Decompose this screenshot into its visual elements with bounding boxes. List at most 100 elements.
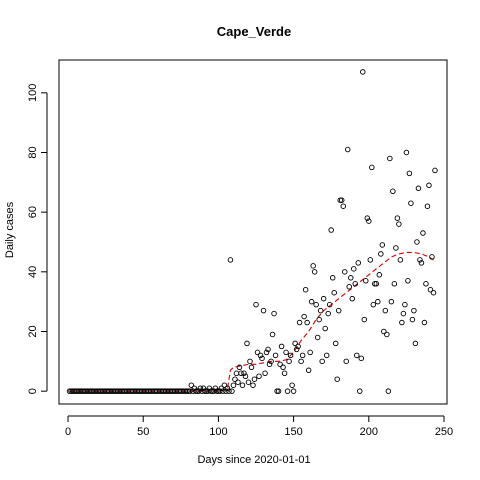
y-tick-label: 60 (27, 206, 39, 218)
x-tick-label: 150 (284, 426, 302, 438)
x-tick-label: 0 (65, 426, 71, 438)
data-point (221, 382, 228, 388)
data-point (275, 388, 282, 394)
data-point (400, 310, 407, 317)
data-point (284, 388, 291, 394)
data-point (307, 349, 313, 356)
data-point (403, 149, 410, 156)
data-point (262, 370, 268, 377)
data-point (227, 257, 234, 263)
data-point (364, 215, 371, 221)
data-point (248, 364, 255, 371)
data-point (378, 251, 384, 257)
x-axis-label: Days since 2020-01-01 (197, 454, 310, 466)
data-point (229, 388, 235, 394)
data-point (292, 340, 298, 347)
data-point (256, 373, 262, 380)
data-point (319, 358, 325, 365)
data-point (382, 307, 389, 314)
data-point (360, 69, 366, 75)
data-point (266, 361, 273, 368)
data-point (348, 275, 354, 281)
data-point (393, 245, 399, 251)
data-point (259, 355, 265, 362)
data-point (245, 379, 252, 385)
data-point (406, 170, 413, 177)
data-point (269, 331, 276, 338)
data-point (335, 307, 342, 314)
data-point (385, 388, 392, 394)
data-point (239, 382, 246, 388)
data-point (361, 316, 368, 323)
data-point (305, 367, 312, 374)
data-point (349, 295, 356, 302)
trend-line (69, 251, 434, 392)
data-point (381, 328, 387, 335)
data-point (352, 281, 359, 287)
data-point (310, 263, 316, 269)
data-point (405, 278, 411, 284)
data-point (230, 382, 237, 388)
data-point (384, 331, 390, 338)
data-point (408, 200, 414, 206)
data-point (271, 310, 277, 317)
data-point (268, 358, 274, 365)
data-point (399, 319, 405, 326)
data-point (363, 278, 369, 284)
data-point (429, 254, 435, 260)
data-point (224, 385, 231, 391)
data-point (366, 218, 372, 224)
data-point (289, 382, 295, 388)
data-point (295, 343, 301, 350)
data-point (323, 352, 330, 359)
data-point (301, 313, 307, 320)
y-tick-label: 100 (27, 84, 39, 102)
y-tick-label: 0 (27, 388, 39, 394)
data-point (369, 164, 375, 171)
data-point (290, 388, 297, 394)
x-axis: 0 50 100 150 200 250 (65, 415, 453, 438)
data-point (238, 370, 244, 377)
data-point (280, 364, 286, 371)
y-tick-label: 80 (27, 146, 39, 158)
data-point (304, 319, 310, 326)
data-point (302, 286, 309, 293)
data-point (357, 388, 363, 394)
data-point (424, 203, 431, 209)
data-point (409, 316, 416, 323)
data-point (331, 289, 337, 296)
data-point (250, 382, 256, 388)
data-point (308, 298, 315, 305)
data-point (226, 388, 232, 394)
data-point (218, 385, 225, 391)
data-point (257, 352, 264, 359)
data-point (341, 269, 348, 275)
data-point (233, 370, 240, 377)
data-point (417, 257, 423, 263)
data-point (397, 257, 404, 263)
data-point (411, 307, 417, 314)
data-point (313, 301, 319, 308)
data-point (206, 385, 213, 391)
data-point (326, 301, 333, 308)
data-point (391, 281, 398, 287)
x-tick-label: 250 (435, 426, 453, 438)
data-point (375, 298, 381, 305)
data-point (277, 361, 283, 368)
data-point (358, 355, 365, 362)
data-point (220, 388, 226, 394)
data-point (265, 346, 271, 353)
data-point (187, 388, 193, 394)
y-tick-label: 40 (27, 266, 39, 278)
data-point (328, 227, 334, 233)
data-point (412, 340, 419, 347)
data-point (287, 352, 294, 359)
data-point (320, 295, 327, 302)
data-point (388, 298, 395, 305)
data-point (370, 301, 377, 308)
data-point (338, 197, 345, 203)
data-point (283, 349, 289, 356)
data-point (278, 343, 285, 350)
data-point (373, 281, 380, 287)
